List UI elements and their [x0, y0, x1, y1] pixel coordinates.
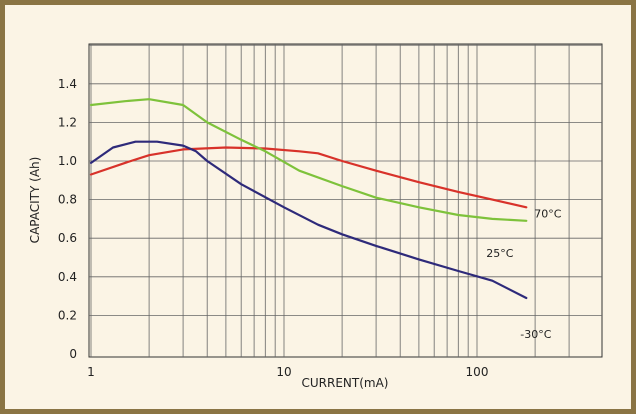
y-tick-label: 0.2 [58, 308, 77, 322]
y-tick-label: 1.2 [58, 115, 77, 129]
capacity-current-chart: 0 0.2 0.4 0.6 0.8 1.0 1.2 1.4 1 10 100 70°C 25°C -3… [28, 43, 603, 390]
x-tick-label: 100 [466, 365, 489, 379]
x-tick-label: 10 [276, 365, 291, 379]
series-label: 70°C [534, 207, 561, 220]
y-axis-label: CAPACITY (Ah) [28, 157, 42, 244]
grid [89, 44, 602, 357]
series-labels: 70°C 25°C -30°C [486, 207, 561, 341]
series-line [89, 146, 528, 209]
y-tick-label: 0.8 [58, 193, 77, 207]
series-line [89, 98, 528, 222]
x-tick-labels: 1 10 100 [87, 365, 488, 379]
y-tick-label: 0.4 [58, 270, 77, 284]
series-label: -30°C [520, 328, 551, 341]
y-tick-label: 0.6 [58, 231, 77, 245]
x-tick-label: 1 [87, 365, 95, 379]
y-tick-label: 0 [69, 347, 77, 361]
y-tick-labels: 0 0.2 0.4 0.6 0.8 1.0 1.2 1.4 [58, 77, 77, 361]
series-line [89, 140, 528, 300]
y-tick-label: 1.4 [58, 77, 77, 91]
series-group [89, 98, 528, 300]
series-label: 25°C [486, 247, 513, 260]
plot-area [88, 43, 603, 358]
chart-frame: 0 0.2 0.4 0.6 0.8 1.0 1.2 1.4 1 10 100 70°C 25°C -3… [5, 5, 631, 409]
x-axis-label: CURRENT(mA) [302, 376, 389, 390]
y-tick-label: 1.0 [58, 154, 77, 168]
